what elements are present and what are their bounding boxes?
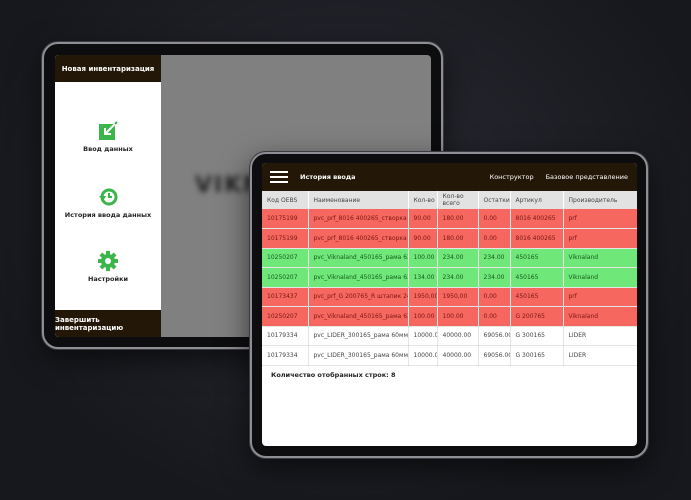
menu-label: Настройки xyxy=(87,275,129,283)
table-cell: 10179334 xyxy=(262,326,309,346)
table-cell: 10175199 xyxy=(262,228,309,249)
menu-item-history[interactable]: История ввода данных xyxy=(55,187,161,219)
hamburger-menu-icon[interactable] xyxy=(270,168,288,186)
table-row[interactable]: 10179334 pvc_LIDER_300165_рама 60мм 10000.… xyxy=(262,326,637,346)
menu-item-settings[interactable]: Настройки xyxy=(55,251,161,283)
table-cell: 10000.00 xyxy=(408,326,438,346)
gear-icon xyxy=(98,251,118,271)
table-cell: 450165 xyxy=(510,248,564,268)
tablet-inventory: VIKNA Новая инвентаризация Ввод данных И… xyxy=(42,42,443,349)
column-header[interactable]: Кол-во xyxy=(408,191,438,209)
table-cell: pvc_Viknaland_450165_рама 63мм xyxy=(308,267,409,288)
table-cell: 234.00 xyxy=(437,267,479,288)
history-icon xyxy=(99,188,118,206)
table-cell: 234.00 xyxy=(478,248,511,268)
new-inventory-button[interactable]: Новая инвентаризация xyxy=(55,55,161,82)
table-cell: 100.00 xyxy=(437,306,479,327)
table-cell: pvc_prf_8016 400265_створка 79 мм xyxy=(308,228,409,249)
table-cell: 40000.00 xyxy=(437,345,479,366)
table-cell: 450165 xyxy=(510,287,564,307)
table-cell: 180.00 xyxy=(437,209,479,229)
table-cell: G 300165 xyxy=(510,326,564,346)
history-screen: История ввода Конструктор Базовое предст… xyxy=(262,163,637,446)
table-cell: 10173437 xyxy=(262,287,309,307)
table-cell: G 300165 xyxy=(510,345,564,366)
table-cell: 100.00 xyxy=(408,248,438,268)
table-cell: 8016 400265 xyxy=(510,228,564,249)
column-header[interactable]: Наименование xyxy=(308,191,409,209)
column-header[interactable]: Кол-во всего xyxy=(437,191,479,209)
table-cell: 90.00 xyxy=(408,209,438,229)
table-cell: 234.00 xyxy=(478,267,511,288)
table-cell: 0.00 xyxy=(478,228,511,249)
history-table: Код OEBS Наименование Кол-во Кол-во всего Ос… xyxy=(262,191,637,366)
table-cell: LIDER xyxy=(563,345,637,366)
finish-inventory-button[interactable]: Завершить инвентаризацию xyxy=(55,310,161,337)
table-cell: 8016 400265 xyxy=(510,209,564,229)
table-cell: pvc_LIDER_300165_рама 60мм xyxy=(308,345,409,366)
table-header: Код OEBS Наименование Кол-во Кол-во всего Ос… xyxy=(262,191,637,209)
table-cell: 10000.00 xyxy=(408,345,438,366)
table-cell: prf xyxy=(563,209,637,229)
column-header[interactable]: Артикул xyxy=(510,191,564,209)
table-cell: 100.00 xyxy=(408,306,438,327)
table-cell: 69056.00 xyxy=(478,326,511,346)
table-cell: 134.00 xyxy=(408,267,438,288)
table-cell: 450165 xyxy=(510,267,564,288)
table-cell: 90.00 xyxy=(408,228,438,249)
app-header: История ввода Конструктор Базовое предст… xyxy=(262,163,637,191)
nav-base-view[interactable]: Базовое представление xyxy=(545,173,628,181)
table-cell: LIDER xyxy=(563,326,637,346)
sidebar: Новая инвентаризация Ввод данных История… xyxy=(55,55,161,337)
table-cell: G 200765 xyxy=(510,306,564,327)
table-cell: 69056.00 xyxy=(478,345,511,366)
table-cell: 180.00 xyxy=(437,228,479,249)
table-cell: pvc_prf_G 200765_R штапик 24 мм ... xyxy=(308,287,409,307)
edit-arrow-icon xyxy=(99,121,118,140)
table-cell: prf xyxy=(563,228,637,249)
table-cell: 0.00 xyxy=(478,306,511,327)
table-cell: 40000.00 xyxy=(437,326,479,346)
table-cell: Viknaland xyxy=(563,248,637,268)
table-cell: 0.00 xyxy=(478,209,511,229)
table-cell: Viknaland xyxy=(563,267,637,288)
tablet-history: История ввода Конструктор Базовое предст… xyxy=(250,152,648,458)
table-cell: 1950,00 xyxy=(437,287,479,307)
menu-item-data-entry[interactable]: Ввод данных xyxy=(55,121,161,153)
column-header[interactable]: Остатки xyxy=(478,191,511,209)
table-cell: 10250207 xyxy=(262,248,309,268)
row-count: Количество отобранных строк: 8 xyxy=(271,371,396,379)
column-header[interactable]: Производитель xyxy=(563,191,637,209)
table-cell: 10175199 xyxy=(262,209,309,229)
page-title: История ввода xyxy=(300,173,356,181)
table-cell: pvc_LIDER_300165_рама 60мм xyxy=(308,326,409,346)
nav-constructor[interactable]: Конструктор xyxy=(489,173,534,181)
menu-label: Ввод данных xyxy=(83,145,133,153)
table-row[interactable]: 10179334 pvc_LIDER_300165_рама 60мм 10000.… xyxy=(262,345,637,366)
table-cell: Viknaland xyxy=(563,306,637,327)
inventory-screen: VIKNA Новая инвентаризация Ввод данных И… xyxy=(55,55,431,337)
table-cell: pvc_prf_8016 400265_створка 79 мм xyxy=(308,209,409,229)
table-cell: 1950,00 xyxy=(408,287,438,307)
table-cell: pvc_Viknaland_450165_рама 63мм xyxy=(308,306,409,327)
table-cell: 10250207 xyxy=(262,306,309,327)
table-cell: 0,00 xyxy=(478,287,511,307)
column-header[interactable]: Код OEBS xyxy=(262,191,309,209)
table-cell: 10179334 xyxy=(262,345,309,366)
table-cell: prf xyxy=(563,287,637,307)
table-cell: 234.00 xyxy=(437,248,479,268)
table-cell: pvc_Viknaland_450165_рама 63мм xyxy=(308,248,409,268)
table-cell: 10250207 xyxy=(262,267,309,288)
menu-label: История ввода данных xyxy=(64,211,152,219)
